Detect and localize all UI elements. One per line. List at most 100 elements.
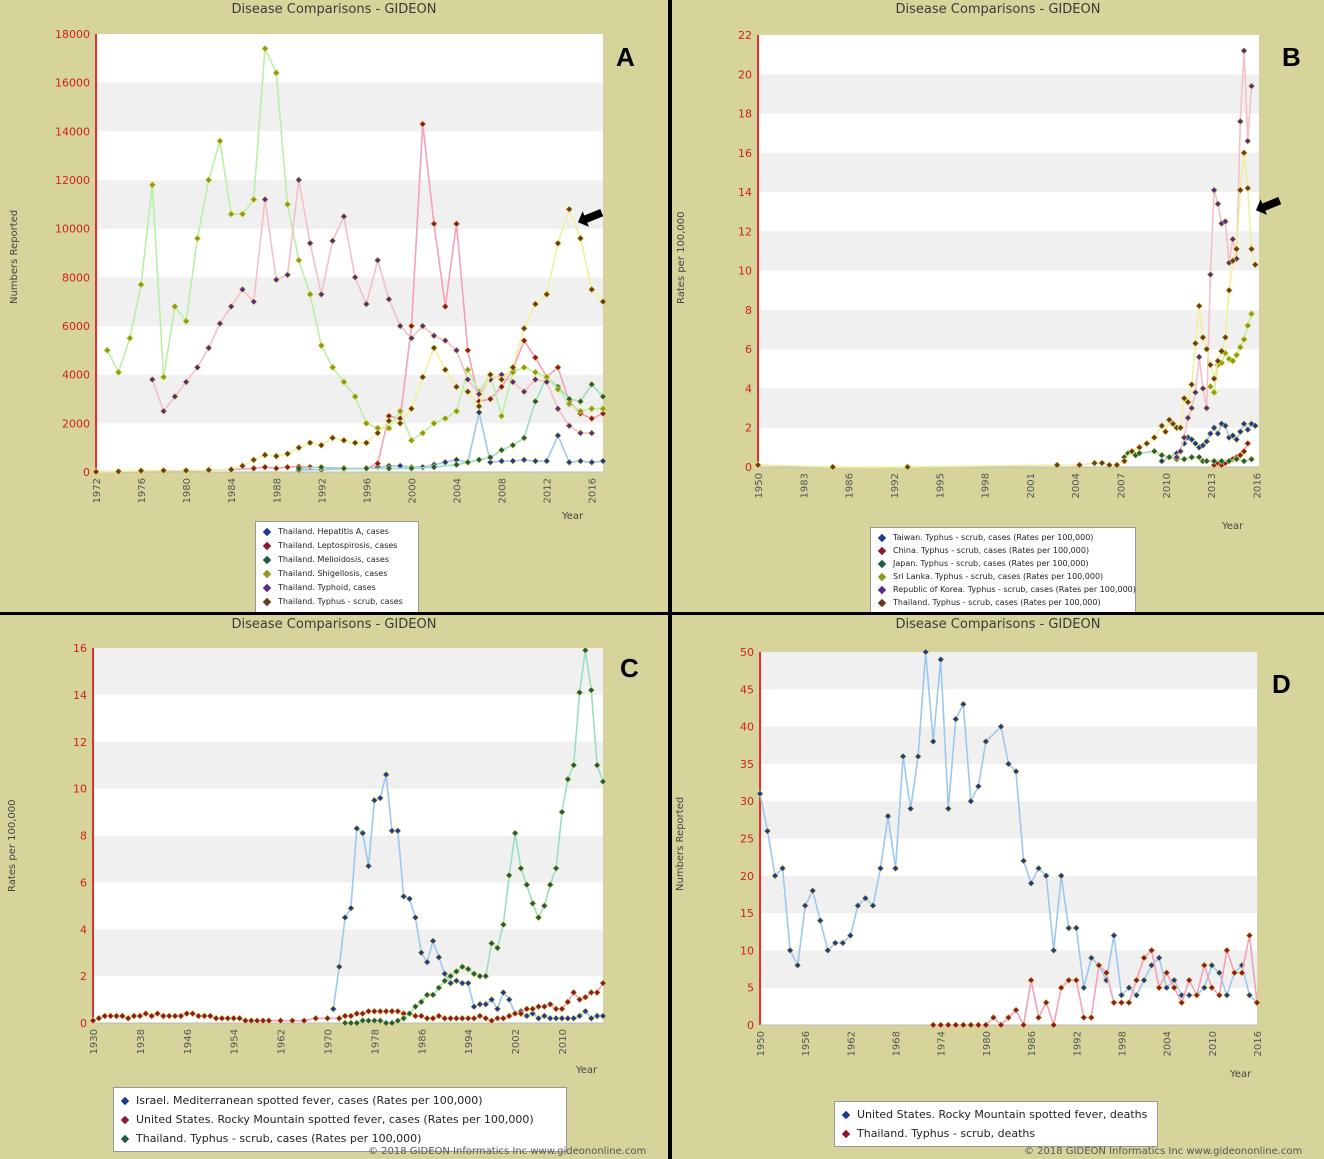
data-point — [558, 808, 566, 816]
data-point — [399, 892, 408, 901]
data-point — [1244, 321, 1252, 330]
legend-label: Taiwan. Typhus - scrub, cases (Rates per… — [893, 533, 1094, 542]
data-point — [1053, 461, 1061, 469]
legend-label: Thailand. Typhus - scrub, deaths — [857, 1127, 1036, 1140]
grid-band — [758, 309, 1259, 350]
data-point — [385, 412, 393, 420]
data-point — [959, 700, 967, 708]
data-point — [997, 722, 1005, 731]
data-point — [351, 392, 359, 401]
legend-item: United States. Rocky Mountain spotted fe… — [120, 1110, 560, 1129]
data-point — [1027, 879, 1035, 887]
y-tick-label: 12000 — [55, 174, 90, 187]
x-tick-label: 2004 — [453, 478, 464, 503]
data-point — [317, 341, 326, 350]
data-point — [558, 1014, 566, 1022]
data-point — [929, 737, 937, 746]
data-point — [482, 1000, 490, 1008]
x-tick-label: 1938 — [136, 1029, 147, 1054]
data-point — [899, 752, 907, 761]
y-tick-label: 14 — [738, 186, 752, 199]
chart-title: Disease Comparisons - GIDEON — [895, 617, 1101, 632]
data-point — [1244, 439, 1252, 448]
data-point — [347, 1019, 355, 1027]
data-point — [423, 958, 431, 966]
data-point — [497, 446, 506, 454]
data-point — [272, 464, 280, 473]
data-point — [1128, 447, 1136, 455]
x-tick-label: 2002 — [511, 1029, 522, 1054]
data-point — [396, 407, 404, 415]
panel-b: Disease Comparisons - GIDEON 0 2 4 6 8 10 12 14… — [672, 0, 1324, 612]
data-point — [475, 402, 483, 410]
data-point — [276, 1016, 285, 1025]
data-point — [364, 1007, 373, 1015]
data-point — [1240, 47, 1248, 55]
data-point — [295, 176, 303, 184]
grid-band — [93, 741, 603, 789]
legend: United States. Rocky Mountain spotted fe… — [834, 1101, 1158, 1147]
data-point — [417, 1012, 425, 1020]
data-point — [1199, 333, 1207, 342]
data-point — [1117, 991, 1126, 999]
data-point — [435, 984, 443, 992]
data-point — [283, 271, 292, 279]
data-point — [441, 302, 449, 311]
data-point — [1012, 1006, 1020, 1014]
data-point — [423, 991, 431, 999]
data-point — [362, 300, 371, 308]
data-point — [1191, 388, 1200, 397]
y-tick-label: 0 — [80, 1017, 87, 1030]
series-line — [151, 179, 592, 434]
data-point — [317, 441, 325, 449]
data-point — [452, 383, 461, 391]
data-point — [1184, 414, 1192, 422]
data-point — [937, 1021, 945, 1029]
data-point — [581, 1007, 590, 1015]
y-tick-label: 6 — [745, 343, 752, 356]
data-point — [1203, 345, 1211, 353]
data-point — [295, 443, 303, 452]
data-point — [359, 1016, 367, 1025]
legend-label: Thailand. Typhus - scrub, cases — [278, 597, 403, 606]
y-tick-label: 14 — [73, 689, 87, 702]
y-axis-label: Numbers Reported — [9, 209, 20, 304]
data-point — [411, 1002, 420, 1011]
data-point — [1125, 984, 1133, 992]
data-point — [235, 1014, 244, 1022]
data-point — [382, 770, 390, 779]
data-point — [903, 463, 912, 471]
data-point — [1004, 1013, 1013, 1022]
data-point — [1147, 946, 1156, 955]
data-point — [854, 901, 862, 910]
data-point — [546, 1000, 554, 1008]
data-point — [441, 414, 449, 423]
data-point — [194, 1012, 203, 1020]
x-tick-label: 2004 — [1071, 473, 1082, 498]
data-point — [587, 1014, 595, 1022]
data-point — [876, 864, 885, 872]
data-point — [1170, 983, 1178, 992]
data-point — [497, 370, 506, 379]
grid-band — [760, 801, 1257, 839]
data-point — [165, 1012, 173, 1020]
data-point — [253, 1017, 261, 1025]
data-point — [1238, 969, 1246, 977]
data-point — [482, 1014, 490, 1022]
data-point — [974, 782, 983, 790]
data-point — [593, 1012, 601, 1020]
data-point — [486, 395, 495, 403]
data-point — [1247, 455, 1256, 463]
data-point — [89, 1016, 97, 1025]
x-axis-label: Year — [562, 511, 584, 522]
legend-marker-icon — [877, 533, 887, 542]
data-point — [250, 456, 258, 464]
data-point — [552, 1005, 560, 1013]
data-point — [118, 1012, 127, 1020]
data-point — [531, 457, 540, 465]
y-axis-label: Rates per 100,000 — [7, 799, 18, 892]
data-point — [959, 1021, 967, 1029]
legend-item: Taiwan. Typhus - scrub, cases (Rates per… — [877, 531, 1129, 544]
data-point — [967, 1021, 975, 1029]
data-point — [528, 1009, 537, 1018]
